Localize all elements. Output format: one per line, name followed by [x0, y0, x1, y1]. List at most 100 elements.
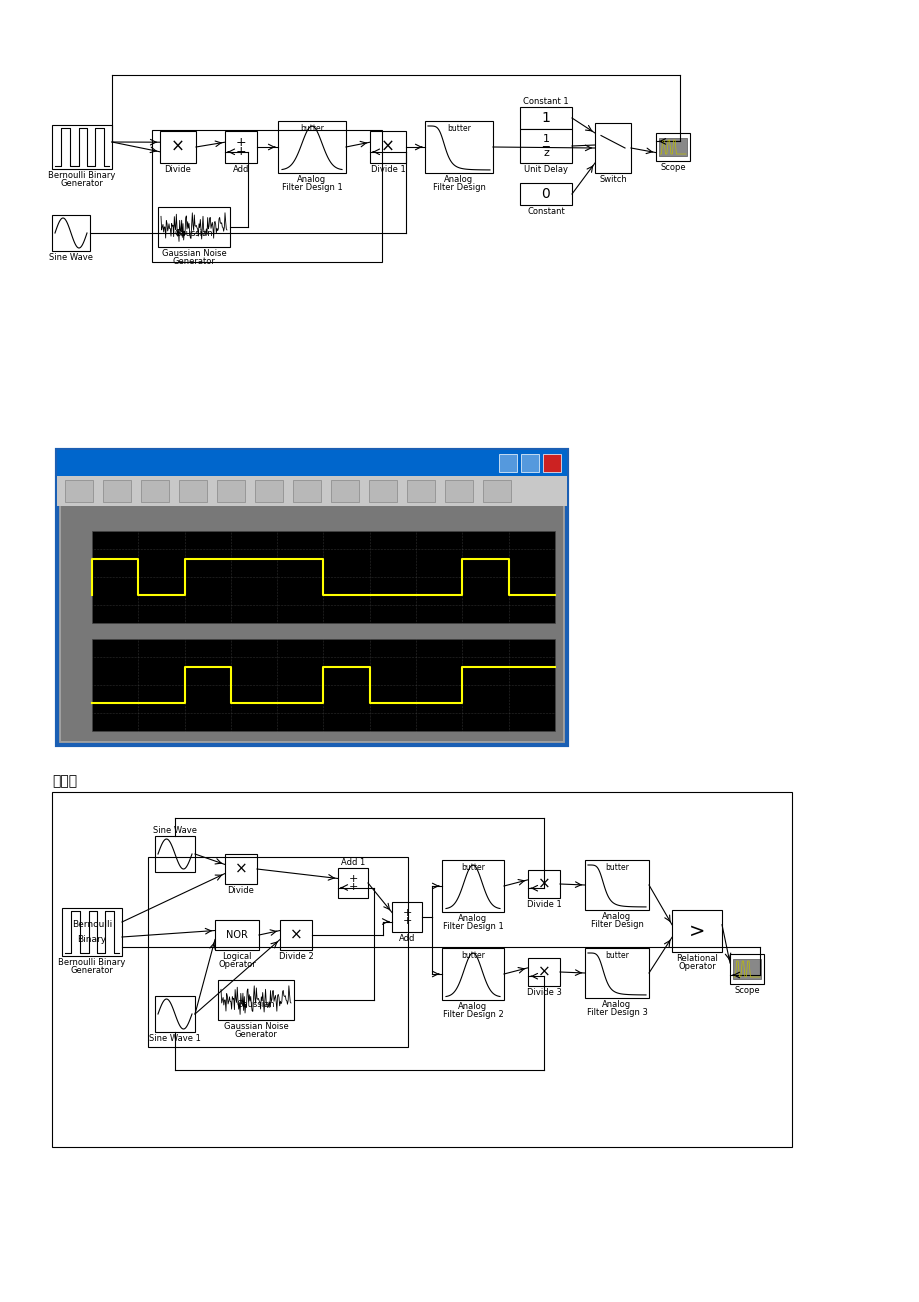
Text: Generator: Generator [234, 1030, 278, 1039]
Text: Divide: Divide [165, 165, 191, 174]
Text: ×: × [289, 927, 302, 943]
Text: Filter Design 2: Filter Design 2 [442, 1010, 503, 1019]
Text: 10: 10 [549, 740, 561, 749]
Text: Unit Delay: Unit Delay [524, 165, 567, 174]
Bar [160, 132, 196, 163]
Text: 实验三: 实验三 [52, 773, 77, 788]
Bar [152, 130, 381, 262]
Text: 5: 5 [321, 740, 326, 749]
Text: butter: butter [605, 863, 629, 872]
Text: >: > [688, 922, 705, 940]
Text: 1: 1 [541, 111, 550, 125]
Bar [65, 480, 93, 503]
Bar [595, 122, 630, 173]
Bar [179, 480, 207, 503]
Bar [519, 184, 572, 204]
Text: 2: 2 [182, 740, 187, 749]
Text: Add: Add [398, 934, 414, 943]
Text: Scope: Scope [113, 456, 161, 470]
Text: Divide 2: Divide 2 [278, 952, 313, 961]
Text: -5: -5 [78, 723, 87, 732]
Text: 5: 5 [81, 641, 87, 650]
Text: 0: 0 [541, 187, 550, 201]
Bar [519, 107, 572, 129]
Bar [215, 921, 259, 950]
Text: 0: 0 [81, 681, 87, 690]
Bar [369, 480, 397, 503]
Text: Analog: Analog [297, 174, 326, 184]
Text: Binary: Binary [77, 935, 107, 944]
Bar [57, 450, 566, 745]
Bar [337, 868, 368, 898]
Text: Divide 3: Divide 3 [526, 988, 561, 997]
Text: Scope: Scope [660, 163, 685, 172]
Text: +: + [235, 146, 246, 159]
Text: ▶: ▶ [63, 456, 74, 470]
Text: Operator: Operator [218, 960, 255, 969]
Bar [154, 836, 195, 872]
Text: Filter Design 3: Filter Design 3 [586, 1008, 647, 1017]
Bar [519, 129, 572, 163]
Text: □: □ [525, 458, 534, 467]
Bar [391, 902, 422, 932]
Bar [52, 215, 90, 251]
Bar [217, 480, 244, 503]
Text: ×: × [380, 138, 394, 156]
Text: Generator: Generator [173, 256, 215, 266]
Text: Divide 1: Divide 1 [526, 900, 561, 909]
Text: www.ziyIn.com: www.ziyIn.com [244, 618, 379, 637]
Text: Add 1: Add 1 [341, 858, 365, 867]
Text: Gaussian: Gaussian [175, 228, 213, 237]
Text: 1: 1 [542, 134, 549, 143]
Bar [52, 792, 791, 1147]
Text: butter: butter [460, 863, 484, 872]
Text: butter: butter [447, 124, 471, 133]
Text: Analog: Analog [602, 1000, 630, 1009]
Text: butter: butter [605, 950, 629, 960]
Bar [218, 980, 294, 1019]
Text: Sine Wave: Sine Wave [153, 825, 197, 835]
Bar [61, 506, 562, 741]
Bar [732, 960, 760, 979]
Text: 5: 5 [81, 533, 87, 542]
Text: butter: butter [300, 124, 323, 133]
Bar [658, 138, 686, 156]
Text: +: + [235, 135, 246, 148]
Bar [445, 480, 472, 503]
Text: Logical: Logical [222, 952, 252, 961]
Text: NOR: NOR [226, 930, 247, 940]
Bar [406, 480, 435, 503]
Bar [498, 454, 516, 473]
Text: Bernoulli: Bernoulli [72, 921, 112, 930]
Bar [62, 907, 122, 956]
Text: +: + [402, 907, 411, 918]
Text: Divide 1: Divide 1 [370, 165, 405, 174]
Text: Relational: Relational [675, 954, 717, 963]
Bar [158, 207, 230, 247]
Bar [528, 870, 560, 898]
Text: butter: butter [460, 950, 484, 960]
Text: Gaussian Noise: Gaussian Noise [162, 249, 226, 258]
Text: Sine Wave 1: Sine Wave 1 [149, 1034, 200, 1043]
Text: 3: 3 [228, 740, 233, 749]
Text: 8: 8 [459, 740, 465, 749]
Bar [729, 954, 763, 984]
Text: Time offset:  0: Time offset: 0 [62, 729, 142, 740]
Text: 0: 0 [89, 740, 95, 749]
Bar [103, 480, 130, 503]
Text: ×: × [537, 876, 550, 892]
Bar [154, 996, 195, 1032]
Text: 0: 0 [81, 573, 87, 582]
Bar [584, 948, 648, 999]
Bar [425, 121, 493, 173]
Bar [369, 132, 405, 163]
Bar [92, 639, 554, 730]
Text: Filter Design 1: Filter Design 1 [442, 922, 503, 931]
Text: +: + [348, 874, 357, 884]
Bar [482, 480, 510, 503]
Text: Constant: Constant [527, 207, 564, 216]
Text: +: + [348, 883, 357, 892]
Text: -5: -5 [78, 615, 87, 624]
Text: Analog: Analog [444, 174, 473, 184]
Bar [584, 861, 648, 910]
